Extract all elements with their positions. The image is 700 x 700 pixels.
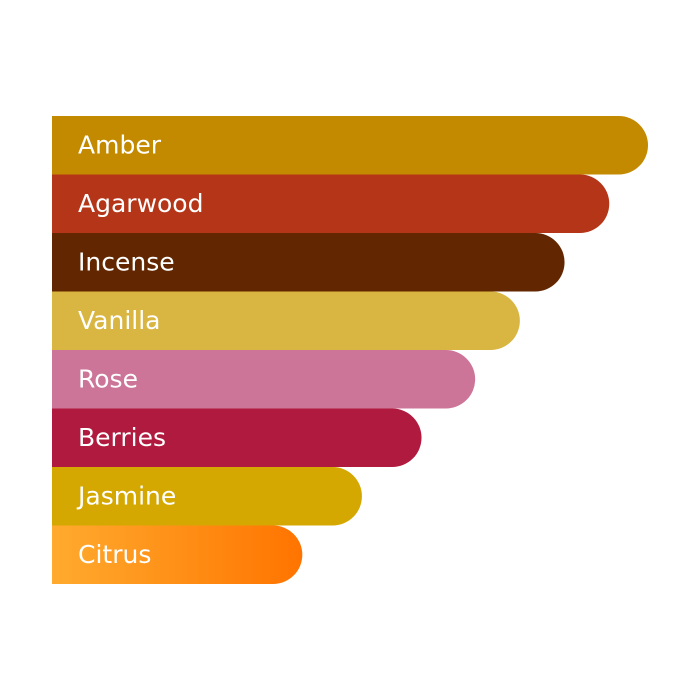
bar [52, 525, 303, 584]
bar-label: Rose [78, 364, 138, 393]
bar-label: Agarwood [78, 189, 203, 218]
bar-label: Vanilla [78, 306, 160, 335]
bar [52, 408, 422, 467]
bar [52, 291, 520, 350]
bar [52, 350, 476, 409]
bar [52, 467, 362, 526]
bar [52, 174, 610, 233]
bar-label: Citrus [78, 540, 151, 569]
bar-label: Jasmine [76, 481, 176, 510]
bar [52, 116, 648, 175]
bar-label: Incense [78, 247, 175, 276]
bar [52, 233, 565, 292]
bar-label: Berries [78, 423, 166, 452]
bar-label: Amber [78, 130, 162, 159]
